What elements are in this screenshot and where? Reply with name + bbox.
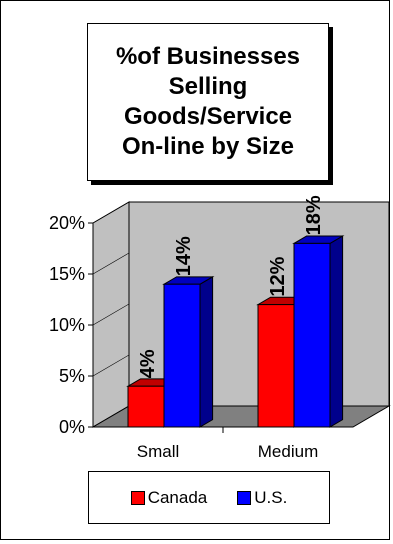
x-category-label: Medium	[258, 442, 318, 461]
y-tick-label: 20%	[49, 213, 85, 233]
legend-label-canada: Canada	[147, 487, 208, 507]
legend-item-us: U.S.	[237, 488, 287, 508]
chart-bars	[126, 235, 345, 428]
y-tick-depth	[92, 252, 130, 275]
legend-item-canada: Canada	[130, 487, 208, 508]
legend-label-us: U.S.	[254, 487, 288, 507]
chart-title-box: %of Businesses Selling Goods/Service On-…	[87, 23, 329, 181]
bar	[127, 385, 165, 428]
y-tick-depth	[92, 303, 130, 326]
y-tick-label: 0%	[59, 417, 85, 437]
y-tick-depth	[92, 201, 130, 224]
data-label: 4%	[137, 349, 159, 378]
chart-title: %of Businesses Selling Goods/Service On-…	[115, 43, 301, 160]
data-label: 18%	[303, 195, 325, 235]
data-label: 12%	[267, 256, 289, 296]
chart-legend: Canada U.S.	[88, 471, 330, 524]
x-category-label: Small	[137, 442, 180, 461]
legend-swatch-us	[237, 490, 252, 505]
legend-swatch-canada	[130, 490, 145, 505]
bar-side	[329, 235, 344, 428]
data-label: 14%	[173, 236, 195, 276]
y-tick-label: 10%	[49, 315, 85, 335]
chart-labels: 4% 14% 12% 18%	[137, 195, 325, 378]
y-tick-depth	[92, 405, 130, 428]
bar	[163, 283, 201, 428]
chart-axes: 0% 5% 10% 15% 20% Small Medium	[49, 201, 353, 461]
y-tick-label: 15%	[49, 264, 85, 284]
y-tick-label: 5%	[59, 366, 85, 386]
bar	[293, 242, 331, 428]
bar	[257, 304, 295, 428]
bar-side	[199, 275, 214, 428]
y-tick-depth	[92, 354, 130, 377]
